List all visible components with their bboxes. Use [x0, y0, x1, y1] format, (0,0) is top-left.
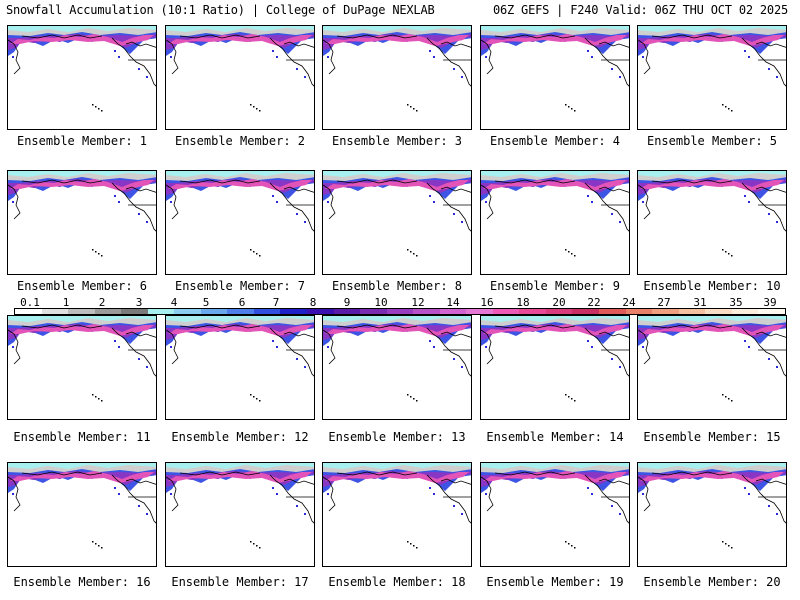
scale-tick-label: 10: [374, 296, 388, 309]
ensemble-member-label: Ensemble Member: 12: [171, 430, 309, 444]
color-swatch: [360, 309, 387, 314]
ensemble-map-panel: [637, 25, 787, 130]
ensemble-member-label: Ensemble Member: 9: [489, 279, 621, 293]
color-swatch: [572, 309, 600, 314]
color-swatch: [94, 309, 122, 314]
scale-tick-label: 3: [135, 296, 143, 309]
scale-tick-label: 2: [98, 296, 106, 309]
ensemble-member-label: Ensemble Member: 18: [328, 575, 466, 589]
color-swatch: [174, 309, 201, 314]
scale-tick-label: 4: [170, 296, 178, 309]
ensemble-member-label: Ensemble Member: 1: [16, 134, 148, 148]
ensemble-map-panel: [480, 25, 630, 130]
ensemble-member-label: Ensemble Member: 14: [486, 430, 624, 444]
ensemble-member-label: Ensemble Member: 15: [643, 430, 781, 444]
ensemble-member-label: Ensemble Member: 7: [174, 279, 306, 293]
color-swatch: [652, 309, 679, 314]
scale-tick-label: 27: [657, 296, 671, 309]
ensemble-member-label: Ensemble Member: 6: [16, 279, 148, 293]
color-swatch: [253, 309, 281, 314]
ensemble-map-panel: [637, 462, 787, 567]
color-swatch: [413, 309, 440, 314]
scale-tick-label: 12: [411, 296, 425, 309]
ensemble-member-label: Ensemble Member: 10: [643, 279, 781, 293]
scale-tick-label: 0.1: [20, 296, 40, 309]
ensemble-member-label: Ensemble Member: 20: [643, 575, 781, 589]
ensemble-map-panel: [165, 315, 315, 420]
ensemble-map-panel: [165, 462, 315, 567]
scale-tick-label: 24: [622, 296, 636, 309]
scale-tick-label: 1: [62, 296, 70, 309]
color-swatch: [599, 309, 626, 314]
ensemble-map-panel: [322, 170, 472, 275]
ensemble-map-panel: [480, 170, 630, 275]
ensemble-member-label: Ensemble Member: 8: [331, 279, 463, 293]
map-title: Snowfall Accumulation (10:1 Ratio) | Col…: [6, 3, 435, 17]
color-swatch: [200, 309, 228, 314]
scale-tick-label: 31: [693, 296, 707, 309]
ensemble-member-label: Ensemble Member: 2: [174, 134, 306, 148]
color-swatch: [147, 309, 175, 314]
scale-tick-label: 5: [202, 296, 210, 309]
color-swatch: [41, 309, 69, 314]
color-swatch: [68, 309, 95, 314]
color-swatch: [227, 309, 254, 314]
ensemble-member-label: Ensemble Member: 11: [13, 430, 151, 444]
color-swatch: [545, 309, 573, 314]
ensemble-member-label: Ensemble Member: 4: [489, 134, 621, 148]
ensemble-map-panel: [637, 315, 787, 420]
scale-tick-label: 9: [343, 296, 351, 309]
ensemble-member-label: Ensemble Member: 13: [328, 430, 466, 444]
scale-tick-label: 35: [729, 296, 743, 309]
ensemble-member-label: Ensemble Member: 19: [486, 575, 624, 589]
scale-tick-label: 7: [272, 296, 280, 309]
scale-tick-label: 20: [552, 296, 566, 309]
color-swatch: [439, 309, 467, 314]
ensemble-map-panel: [7, 170, 157, 275]
ensemble-map-panel: [322, 315, 472, 420]
color-swatch: [386, 309, 414, 314]
scale-tick-label: 18: [516, 296, 530, 309]
ensemble-map-panel: [637, 170, 787, 275]
ensemble-map-panel: [322, 25, 472, 130]
ensemble-member-label: Ensemble Member: 5: [646, 134, 778, 148]
ensemble-member-label: Ensemble Member: 16: [13, 575, 151, 589]
model-run-info: 06Z GEFS | F240 Valid: 06Z THU OCT 02 20…: [492, 3, 788, 17]
ensemble-map-panel: [7, 25, 157, 130]
color-swatch: [758, 309, 785, 314]
color-swatch: [731, 309, 759, 314]
color-swatch: [519, 309, 546, 314]
scale-tick-label: 16: [480, 296, 494, 309]
ensemble-map-panel: [7, 462, 157, 567]
color-swatch: [625, 309, 653, 314]
color-swatch: [492, 309, 520, 314]
snowfall-color-scale: [14, 308, 786, 315]
ensemble-map-panel: [322, 462, 472, 567]
color-swatch: [705, 309, 732, 314]
scale-tick-label: 6: [238, 296, 246, 309]
scale-tick-label: 14: [446, 296, 460, 309]
ensemble-member-label: Ensemble Member: 17: [171, 575, 309, 589]
color-swatch: [280, 309, 308, 314]
ensemble-map-panel: [165, 170, 315, 275]
scale-tick-label: 22: [587, 296, 601, 309]
scale-tick-label: 39: [763, 296, 777, 309]
color-swatch: [121, 309, 148, 314]
ensemble-map-panel: [480, 462, 630, 567]
ensemble-map-panel: [165, 25, 315, 130]
scale-tick-label: 8: [309, 296, 317, 309]
color-swatch: [15, 309, 42, 314]
color-swatch: [466, 309, 493, 314]
ensemble-map-panel: [7, 315, 157, 420]
color-swatch: [333, 309, 361, 314]
color-swatch: [678, 309, 706, 314]
color-swatch: [307, 309, 334, 314]
ensemble-map-panel: [480, 315, 630, 420]
ensemble-member-label: Ensemble Member: 3: [331, 134, 463, 148]
